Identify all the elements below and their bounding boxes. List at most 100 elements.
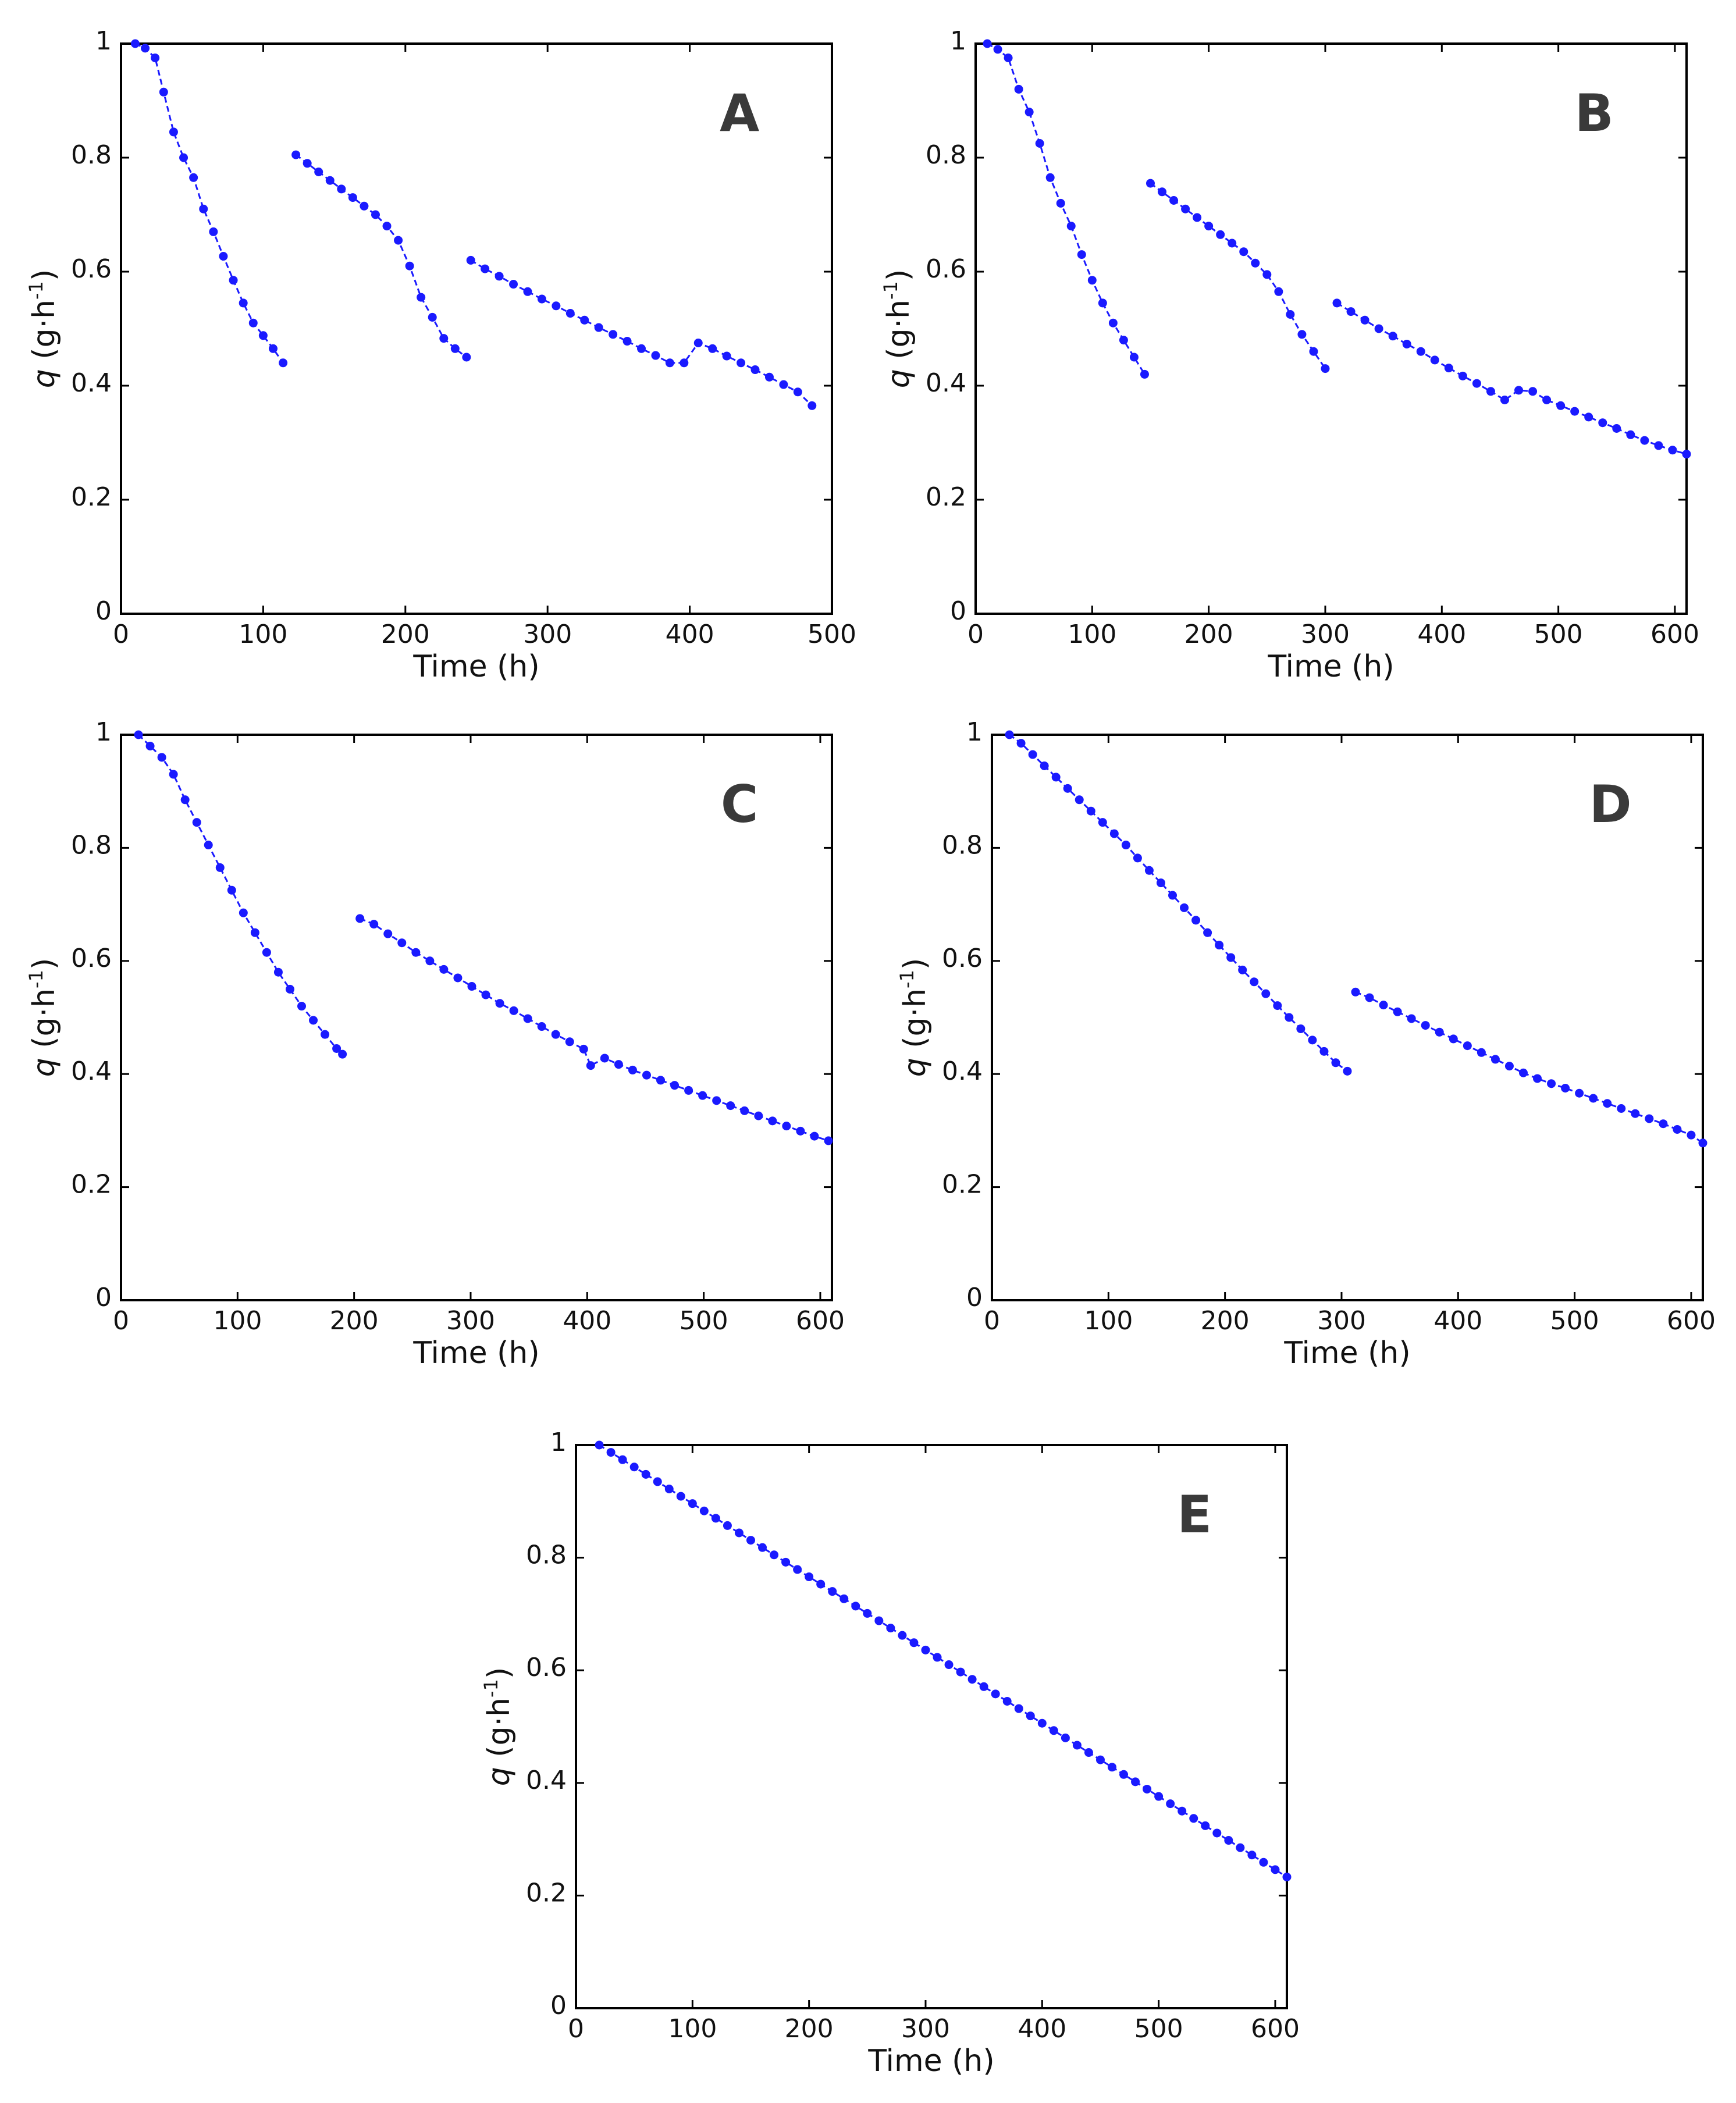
data-point-a-2	[428, 312, 437, 322]
data-point-d-1	[1063, 784, 1072, 793]
y-tick-label: 0.6	[71, 944, 112, 973]
data-point-a-2	[382, 222, 392, 231]
data-point-e-1	[723, 1521, 732, 1530]
data-point-d-2	[1365, 993, 1374, 1002]
x-tick-label: 500	[1134, 2014, 1183, 2044]
data-point-a-3	[807, 401, 817, 410]
y-tick-label: 1	[550, 1428, 567, 1457]
data-point-b-1	[1098, 298, 1107, 308]
data-point-d-2	[1687, 1130, 1696, 1140]
data-point-b-3	[1542, 396, 1552, 404]
data-point-d-2	[1504, 1062, 1514, 1071]
data-point-b-3	[1388, 332, 1397, 341]
data-point-d-1	[1203, 928, 1212, 937]
data-point-c-1	[192, 818, 201, 827]
data-point-e-1	[816, 1579, 826, 1589]
y-tick-label: 1	[95, 26, 112, 56]
data-point-a-1	[151, 54, 160, 62]
data-point-e-1	[828, 1587, 837, 1596]
data-point-e-1	[618, 1455, 627, 1464]
data-point-a-1	[219, 252, 228, 261]
data-point-e-1	[1095, 1755, 1105, 1764]
x-tick-label: 600	[1650, 620, 1699, 649]
data-point-c-2	[425, 956, 435, 966]
x-tick-label: 100	[1084, 1306, 1133, 1336]
data-point-e-1	[1143, 1784, 1152, 1794]
data-point-a-2	[371, 210, 380, 219]
data-point-a-3	[466, 255, 475, 265]
x-tick-label: 400	[666, 620, 714, 649]
data-point-c-2	[355, 914, 365, 923]
data-point-e-1	[629, 1463, 639, 1472]
data-point-c-2	[656, 1076, 666, 1085]
y-axis-title-close: )	[482, 1667, 517, 1679]
data-point-a-3	[537, 294, 546, 304]
data-point-e-1	[898, 1631, 907, 1640]
data-point-a-2	[337, 184, 346, 194]
data-point-c-1	[180, 795, 190, 805]
y-tick-label: 0.8	[71, 140, 112, 170]
y-axis-title-exponent: -1	[480, 1679, 502, 1698]
y-axis-title: q (g·h-1)	[25, 958, 62, 1077]
y-axis-title-unit: (g·h	[898, 988, 933, 1058]
data-point-e-1	[1108, 1763, 1117, 1772]
y-tick-label: 0.6	[71, 254, 112, 284]
y-tick-label: 0.2	[71, 482, 112, 512]
data-point-d-2	[1407, 1014, 1416, 1023]
x-tick-label: 600	[1251, 2014, 1300, 2044]
data-point-e-1	[1084, 1748, 1093, 1757]
data-point-a-1	[159, 87, 168, 97]
data-point-e-1	[944, 1660, 954, 1670]
data-point-d-2	[1393, 1007, 1402, 1016]
data-point-b-2	[1239, 247, 1248, 257]
data-point-b-1	[993, 45, 1002, 54]
data-point-e-1	[1224, 1836, 1233, 1845]
data-point-e-1	[1026, 1711, 1035, 1721]
data-point-a-1	[209, 227, 218, 236]
data-point-e-1	[1178, 1806, 1187, 1816]
data-point-a-2	[417, 293, 426, 302]
y-tick-label: 0.8	[71, 830, 112, 860]
data-point-b-3	[1654, 441, 1663, 450]
data-point-b-2	[1193, 213, 1202, 222]
data-point-c-2	[614, 1060, 623, 1069]
data-point-a-3	[609, 330, 618, 339]
data-point-b-3	[1430, 355, 1439, 365]
data-point-a-2	[405, 261, 414, 271]
data-point-b-1	[1035, 139, 1044, 148]
data-point-e-1	[1049, 1726, 1058, 1735]
data-point-c-2	[684, 1086, 693, 1095]
data-point-c-2	[439, 965, 449, 974]
data-point-b-1	[1004, 54, 1013, 62]
data-point-c-2	[824, 1136, 833, 1145]
x-tick-label: 100	[239, 620, 287, 649]
data-point-c-2	[453, 973, 463, 983]
data-point-c-1	[204, 841, 213, 850]
data-point-a-2	[291, 150, 301, 159]
data-point-b-1	[1087, 276, 1097, 285]
data-point-a-3	[708, 344, 717, 353]
data-point-c-1	[169, 770, 178, 779]
data-point-c-2	[579, 1044, 588, 1054]
data-point-b-3	[1444, 364, 1453, 373]
data-point-c-2	[740, 1106, 749, 1115]
data-point-e-1	[1212, 1828, 1222, 1838]
y-axis-title-unit: (g·h	[27, 988, 62, 1058]
y-axis-title-exponent: -1	[896, 970, 918, 988]
x-tick-label: 600	[796, 1306, 845, 1336]
data-point-d-2	[1518, 1068, 1528, 1077]
panel-label-a: A	[720, 83, 759, 143]
data-point-e-1	[805, 1572, 814, 1582]
data-point-e-1	[1061, 1733, 1070, 1742]
data-point-a-3	[764, 372, 774, 382]
data-point-e-1	[839, 1594, 849, 1603]
data-point-a-1	[279, 358, 288, 368]
data-point-b-3	[1402, 339, 1411, 348]
data-point-d-1	[1075, 795, 1084, 805]
data-point-e-1	[874, 1616, 884, 1625]
data-point-c-2	[768, 1116, 777, 1126]
data-point-e-1	[863, 1609, 872, 1618]
data-point-b-2	[1204, 222, 1214, 231]
x-axis-title: Time (h)	[1267, 649, 1394, 684]
data-point-c-1	[273, 967, 283, 977]
